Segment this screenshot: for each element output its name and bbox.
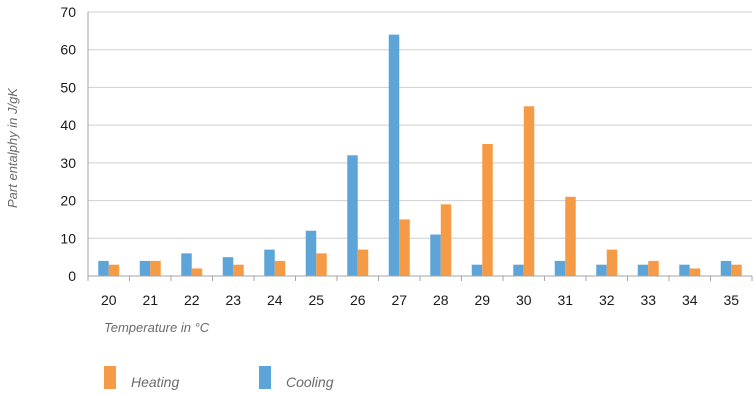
legend-label-heating: Heating <box>131 374 179 390</box>
bar-heating-22 <box>191 268 203 276</box>
x-tick-label: 26 <box>350 292 366 308</box>
gridlines <box>88 11 752 239</box>
legend-swatch-cooling <box>259 366 271 389</box>
axes <box>87 12 753 281</box>
y-axis-label: Part entalphy in J/gK <box>5 87 20 208</box>
bar-heating-33 <box>648 260 659 276</box>
bar-heating-21 <box>150 260 161 276</box>
bar-cooling-20 <box>98 260 109 276</box>
bar-heating-32 <box>606 249 618 276</box>
bar-cooling-35 <box>720 260 732 276</box>
y-tick-labels: 0 10 20 30 40 50 60 70 <box>60 4 76 284</box>
x-tick-label: 28 <box>433 292 449 308</box>
bar-heating-25 <box>316 253 327 276</box>
x-tick-label: 34 <box>682 292 698 308</box>
x-tick-label: 32 <box>599 292 615 308</box>
y-tick-label: 70 <box>60 4 76 20</box>
legend-swatch-heating <box>104 366 116 389</box>
legend: Heating Cooling <box>104 366 334 390</box>
y-tick-label: 0 <box>68 268 76 284</box>
bar-cooling-24 <box>264 249 275 276</box>
bar-cooling-21 <box>139 260 151 276</box>
bar-heating-31 <box>565 196 576 276</box>
x-tick-label: 33 <box>640 292 656 308</box>
x-tick-label: 21 <box>142 292 158 308</box>
bar-cooling-34 <box>679 264 690 276</box>
bar-cooling-27 <box>388 34 400 276</box>
x-tick-label: 22 <box>184 292 200 308</box>
bar-heating-35 <box>731 264 742 276</box>
bar-heating-27 <box>399 219 410 276</box>
bar-cooling-31 <box>554 260 566 276</box>
x-axis-label: Temperature in °C <box>104 320 210 335</box>
bar-cooling-33 <box>637 264 649 276</box>
bar-heating-20 <box>108 264 120 276</box>
x-tick-label: 35 <box>723 292 739 308</box>
x-tick-label: 31 <box>557 292 573 308</box>
bar-cooling-23 <box>222 257 234 276</box>
bars <box>98 34 742 277</box>
bar-cooling-25 <box>305 230 317 276</box>
x-tick-label: 24 <box>267 292 283 308</box>
bar-heating-29 <box>482 144 493 276</box>
y-tick-label: 50 <box>60 79 76 95</box>
bar-cooling-29 <box>471 264 483 276</box>
bar-heating-23 <box>233 264 244 276</box>
bar-heating-30 <box>523 106 535 277</box>
x-tick-label: 20 <box>101 292 117 308</box>
y-tick-label: 10 <box>60 230 76 246</box>
bar-cooling-32 <box>596 264 607 276</box>
y-tick-label: 60 <box>60 42 76 58</box>
x-tick-labels: 20 21 22 23 24 25 26 27 28 29 30 31 32 33 34 35 <box>101 292 739 308</box>
y-tick-label: 30 <box>60 155 76 171</box>
bar-heating-34 <box>689 268 701 276</box>
bar-cooling-26 <box>347 155 358 276</box>
x-tick-label: 30 <box>516 292 532 308</box>
y-tick-label: 40 <box>60 117 76 133</box>
y-tick-label: 20 <box>60 193 76 209</box>
bar-heating-26 <box>357 249 369 276</box>
x-tick-label: 23 <box>225 292 241 308</box>
bar-cooling-28 <box>430 234 441 276</box>
bar-heating-24 <box>274 260 286 276</box>
bar-cooling-30 <box>513 264 524 276</box>
x-tick-label: 29 <box>474 292 490 308</box>
x-tick-label: 27 <box>391 292 407 308</box>
legend-label-cooling: Cooling <box>286 374 334 390</box>
bar-heating-28 <box>440 204 452 276</box>
bar-cooling-22 <box>181 253 192 276</box>
x-tick-label: 25 <box>308 292 324 308</box>
